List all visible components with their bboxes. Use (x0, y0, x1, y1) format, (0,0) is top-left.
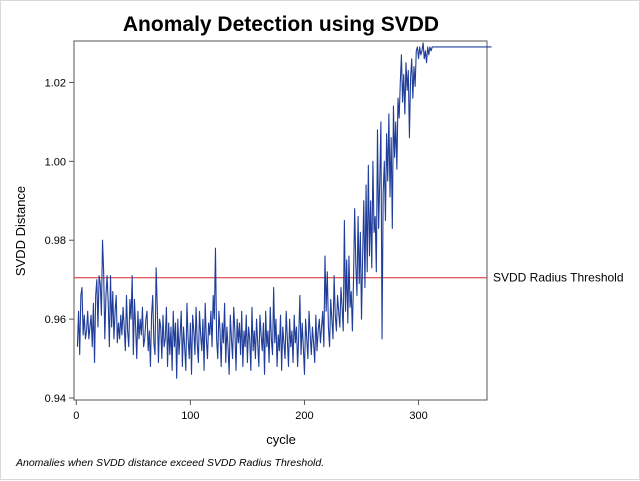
series-line-svdd-distance (76, 42, 492, 379)
footnote: Anomalies when SVDD distance exceed SVDD… (16, 457, 325, 469)
y-tick-label: 0.98 (45, 235, 66, 247)
x-axis: 0 100 200 300 (73, 400, 428, 422)
x-tick-label: 100 (181, 410, 199, 422)
y-tick-label: 1.00 (45, 156, 66, 168)
x-tick-label: 300 (409, 410, 427, 422)
x-axis-label: cycle (266, 432, 296, 447)
y-axis: 0.94 0.96 0.98 1.00 1.02 (45, 77, 74, 405)
y-tick-label: 0.94 (45, 393, 66, 405)
y-axis-label: SVDD Distance (13, 186, 28, 276)
chart-title: Anomaly Detection using SVDD (123, 13, 439, 36)
x-tick-label: 200 (295, 410, 313, 422)
plot-area-border (73, 40, 488, 401)
y-tick-label: 0.96 (45, 314, 66, 326)
x-tick-label: 0 (73, 410, 79, 422)
threshold-label: SVDD Radius Threshold (493, 271, 624, 285)
y-tick-label: 1.02 (45, 77, 66, 89)
